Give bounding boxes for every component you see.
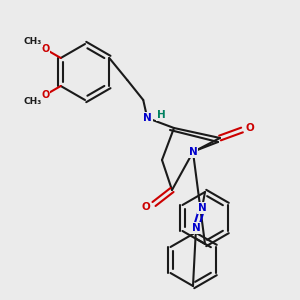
Text: CH₃: CH₃ bbox=[24, 98, 42, 106]
Text: O: O bbox=[142, 202, 150, 212]
Text: O: O bbox=[41, 44, 49, 54]
Text: N: N bbox=[198, 203, 206, 213]
Text: H: H bbox=[157, 110, 166, 120]
Text: N: N bbox=[143, 113, 152, 123]
Text: N: N bbox=[192, 223, 200, 233]
Text: O: O bbox=[246, 123, 254, 133]
Text: O: O bbox=[41, 90, 49, 100]
Text: N: N bbox=[189, 147, 197, 157]
Text: CH₃: CH₃ bbox=[24, 38, 42, 46]
